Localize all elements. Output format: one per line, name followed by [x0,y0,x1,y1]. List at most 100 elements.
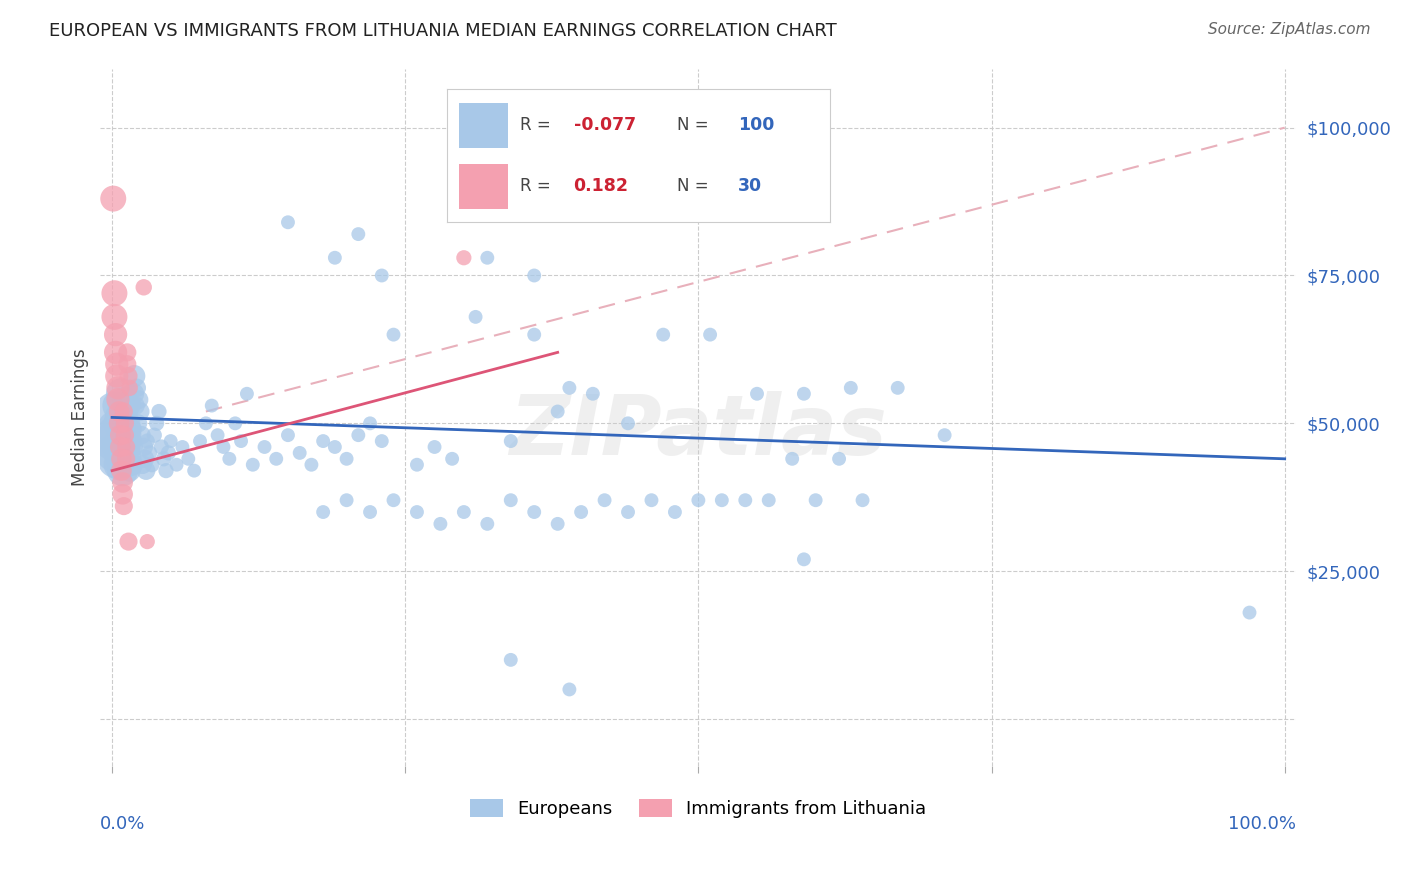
Point [188,434,211,448]
Point [277,428,299,442]
Point [105,369,128,384]
Point [593,493,616,508]
Point [111,475,134,490]
Point [477,516,499,531]
Point [194,417,217,431]
Point [172,440,194,454]
Point [793,552,815,566]
Point [453,505,475,519]
Point [114,404,136,418]
Point [159,434,181,448]
Point [323,251,346,265]
Text: 100.0%: 100.0% [1229,815,1296,833]
Point [107,381,129,395]
Point [312,505,335,519]
Point [152,451,174,466]
Point [122,386,145,401]
Point [347,227,370,241]
Point [148,404,170,418]
Point [734,493,756,508]
Point [103,192,125,206]
Point [745,386,768,401]
Point [423,440,446,454]
Point [108,458,131,472]
Point [117,345,139,359]
Point [131,458,153,472]
Point [107,399,129,413]
Point [441,451,464,466]
Y-axis label: Median Earnings: Median Earnings [72,349,89,486]
Point [110,410,132,425]
Point [640,493,662,508]
Point [558,682,581,697]
Point [131,428,153,442]
Point [155,464,177,478]
Point [347,428,370,442]
Point [108,417,131,431]
Point [124,369,146,384]
Point [110,386,132,401]
Point [236,386,259,401]
Point [107,440,129,454]
Point [115,434,138,448]
Point [523,327,546,342]
Point [136,534,159,549]
Text: Source: ZipAtlas.com: Source: ZipAtlas.com [1208,22,1371,37]
Point [138,446,160,460]
Point [406,458,429,472]
Point [277,215,299,229]
Point [110,434,132,448]
Point [336,493,359,508]
Point [111,487,134,501]
Text: 0.0%: 0.0% [100,815,146,833]
Point [780,451,803,466]
Text: ZIPatlas: ZIPatlas [509,391,887,472]
Point [758,493,780,508]
Point [108,404,131,418]
Point [710,493,733,508]
Point [114,417,136,431]
Point [688,493,710,508]
Point [111,464,134,478]
Point [804,493,827,508]
Point [104,345,127,359]
Point [201,399,224,413]
Point [299,458,322,472]
Point [127,417,149,431]
Point [664,505,686,519]
Point [499,653,522,667]
Point [103,404,125,418]
Point [110,451,132,466]
Point [105,422,128,436]
Point [103,434,125,448]
Point [145,417,167,431]
Point [382,327,405,342]
Point [112,499,135,513]
Point [371,434,394,448]
Point [264,451,287,466]
Point [111,428,134,442]
Point [132,280,155,294]
Point [125,381,148,395]
Point [115,458,138,472]
Point [828,451,851,466]
Point [134,451,156,466]
Point [112,440,135,454]
Point [839,381,862,395]
Point [117,369,139,384]
Point [150,440,173,454]
Point [166,458,188,472]
Point [118,399,141,413]
Point [121,458,143,472]
Point [143,428,166,442]
Point [128,392,150,407]
Legend: Europeans, Immigrants from Lithuania: Europeans, Immigrants from Lithuania [461,789,935,827]
Point [117,357,139,371]
Point [312,434,335,448]
Point [242,458,264,472]
Point [382,493,405,508]
Point [323,440,346,454]
Point [118,381,141,395]
Point [523,505,546,519]
Point [117,534,139,549]
